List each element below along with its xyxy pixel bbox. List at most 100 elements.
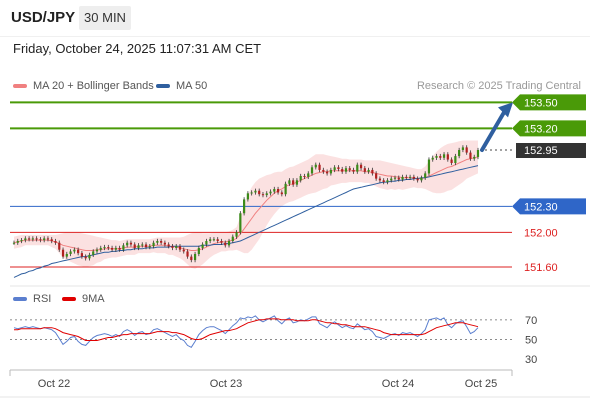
last-price-label: 152.95 <box>524 145 558 157</box>
candle-body <box>322 169 325 172</box>
candle-body <box>352 169 355 172</box>
candle-body <box>175 246 178 248</box>
candle-body <box>12 242 16 244</box>
candle-body <box>201 244 204 248</box>
candle-body <box>31 238 34 240</box>
legend-ma50: MA 50 <box>156 80 207 92</box>
candle-body <box>356 164 359 172</box>
candle-body <box>269 191 272 194</box>
candle-body <box>186 251 189 257</box>
candle-body <box>126 242 129 246</box>
candle-body <box>95 249 99 252</box>
rsi-9ma-line <box>14 318 479 341</box>
candle-body <box>205 241 208 245</box>
candle-body <box>390 178 393 181</box>
candle-body <box>284 183 287 195</box>
candle-body <box>178 246 182 250</box>
candle-body <box>133 244 136 248</box>
candle-body <box>171 246 174 248</box>
candle-body <box>273 189 276 192</box>
candle-body <box>310 167 314 174</box>
rsi-tick-30: 30 <box>525 354 537 366</box>
candle-body <box>258 190 261 195</box>
candle-body <box>337 167 340 170</box>
candle-body <box>54 241 57 243</box>
candle-body <box>69 251 72 254</box>
candle-body <box>220 241 223 243</box>
candle-body <box>114 247 117 250</box>
rsi-tick-50: 50 <box>525 334 537 346</box>
legend-rsi-label: RSI <box>33 293 52 305</box>
candle-body <box>250 192 253 194</box>
candle-body <box>61 249 65 257</box>
candle-body <box>156 241 159 243</box>
level-label-153.50: 153.50 <box>524 97 558 109</box>
candle-body <box>46 238 50 240</box>
candle-body <box>110 247 114 250</box>
legend-ma20-label: MA 20 + Bollinger Bands <box>33 80 154 92</box>
candle-body <box>341 169 344 172</box>
level-label-152.00: 152.00 <box>524 227 558 239</box>
chart-timestamp: Friday, October 24, 2025 11:07:31 AM CET <box>13 41 262 56</box>
candle-body <box>427 159 431 174</box>
candle-body <box>333 167 336 170</box>
legend-9ma: 9MA <box>62 293 105 305</box>
projection-arrow-shaft <box>480 110 506 152</box>
candle-body <box>303 176 306 177</box>
candle-body <box>435 156 438 158</box>
candle-body <box>450 159 453 163</box>
bollinger-band <box>14 140 478 269</box>
candle-body <box>227 241 231 246</box>
ma9-swatch <box>62 297 76 302</box>
legend-rsi: RSI <box>13 293 51 305</box>
level-tag-153.20 <box>512 120 586 137</box>
candle-body <box>92 251 95 255</box>
candle-body <box>473 156 476 159</box>
last-price-tag <box>516 143 586 158</box>
candle-body <box>288 180 291 184</box>
candle-body <box>405 176 408 178</box>
candle-body <box>160 241 163 243</box>
candle-body <box>182 249 185 252</box>
rsi-tick-70: 70 <box>525 315 537 327</box>
candle-body <box>461 147 465 150</box>
candle-body <box>209 239 212 241</box>
candle-body <box>35 238 38 240</box>
candle-body <box>190 256 193 261</box>
candle-body <box>118 247 121 250</box>
candle-body <box>326 171 329 174</box>
candle-body <box>375 173 378 179</box>
candle-body <box>476 150 480 157</box>
candle-body <box>431 157 434 160</box>
candle-body <box>24 238 27 241</box>
legend-ma20: MA 20 + Bollinger Bands <box>13 80 154 92</box>
legend-ma50-label: MA 50 <box>176 80 208 92</box>
ma20-line <box>13 156 479 251</box>
candle-body <box>280 192 283 195</box>
rsi-line <box>13 315 479 348</box>
candle-body <box>367 169 370 172</box>
candle-body <box>39 239 42 241</box>
level-tag-153.50 <box>512 94 586 111</box>
candle-body <box>458 150 461 157</box>
level-tag-152.30 <box>512 198 586 215</box>
candle-body <box>382 180 385 183</box>
candle-body <box>50 239 53 241</box>
candle-body <box>99 247 102 250</box>
candle-body <box>58 242 61 250</box>
ma20-swatch <box>13 84 27 89</box>
candle-body <box>265 193 268 196</box>
ma50-line <box>13 165 479 278</box>
time-tick-label: Oct 23 <box>210 378 242 390</box>
candle-body <box>144 244 148 248</box>
timeframe-button[interactable]: 30 MIN <box>79 6 131 30</box>
candle-body <box>141 244 144 246</box>
projection-arrow-head <box>498 102 513 118</box>
candle-body <box>193 254 197 261</box>
research-credit: Research © 2025 Trading Central <box>416 80 581 92</box>
candle-body <box>243 199 246 214</box>
candle-body <box>197 247 200 254</box>
candle-body <box>393 177 397 179</box>
candle-body <box>454 156 457 163</box>
